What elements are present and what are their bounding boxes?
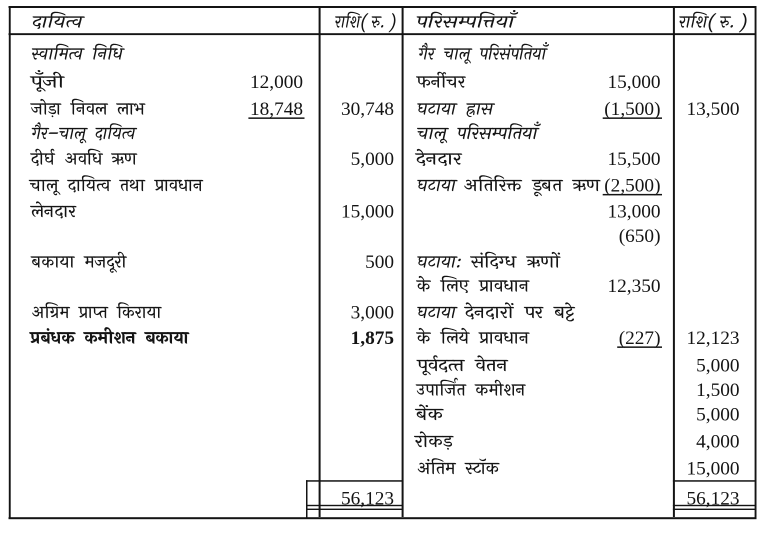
svg-text:15,000: 15,000: [607, 72, 660, 93]
svg-text:13,000: 13,000: [607, 201, 660, 222]
svg-text:(650): (650): [619, 226, 661, 247]
svg-text:12,000: 12,000: [250, 72, 303, 93]
svg-text:5,000: 5,000: [696, 355, 739, 376]
svg-text:15,000: 15,000: [686, 458, 739, 479]
svg-text:5,000: 5,000: [351, 149, 394, 170]
svg-text:30,748: 30,748: [341, 99, 394, 120]
svg-text:1,875: 1,875: [351, 328, 394, 349]
svg-text:12,123: 12,123: [686, 328, 739, 349]
svg-text:1,500: 1,500: [696, 380, 739, 401]
svg-text:15,000: 15,000: [341, 201, 394, 222]
svg-text:(1,500): (1,500): [604, 99, 660, 120]
svg-text:(227): (227): [619, 328, 661, 349]
svg-text:5,000: 5,000: [696, 404, 739, 425]
svg-text:4,000: 4,000: [696, 431, 739, 452]
svg-text:500: 500: [365, 252, 394, 273]
svg-text:56,123: 56,123: [341, 488, 394, 509]
svg-text:12,350: 12,350: [607, 276, 660, 297]
svg-text:13,500: 13,500: [686, 99, 739, 120]
svg-text:18,748: 18,748: [250, 99, 303, 120]
svg-text:15,500: 15,500: [607, 149, 660, 170]
svg-text:3,000: 3,000: [351, 302, 394, 323]
svg-text:(2,500): (2,500): [604, 175, 660, 196]
svg-text:56,123: 56,123: [686, 488, 739, 509]
